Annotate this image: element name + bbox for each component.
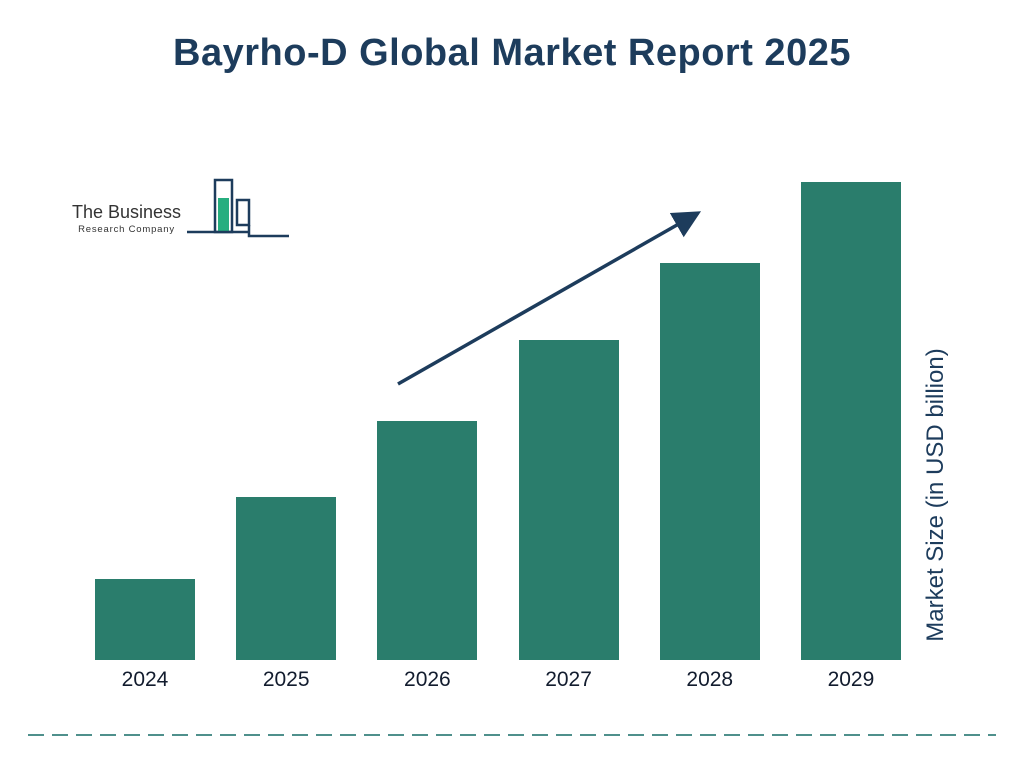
category-label-2024: 2024 — [121, 668, 169, 691]
logo-line2: Research Company — [78, 224, 175, 235]
company-logo: The Business Research Company — [72, 178, 295, 244]
bar-2026 — [377, 421, 478, 660]
category-label-2029: 2029 — [827, 668, 875, 691]
bar-2025 — [236, 497, 337, 660]
logo-bars-icon — [187, 178, 290, 238]
x-axis-labels: 2024 2025 2026 2027 2028 2029 — [95, 668, 901, 692]
category-label-2026: 2026 — [404, 668, 451, 691]
logo-line1: The Business — [72, 202, 182, 222]
bar-2028 — [659, 263, 760, 660]
page-title: Bayrho-D Global Market Report 2025 — [173, 32, 851, 74]
logo-text: The Business Research Company — [72, 202, 181, 235]
bar-2027 — [518, 340, 619, 660]
plot-area — [95, 160, 901, 660]
category-label-2025: 2025 — [262, 668, 310, 691]
bar-2029 — [800, 182, 901, 660]
category-label-2028: 2028 — [686, 668, 734, 691]
bar-2024 — [95, 579, 195, 660]
y-axis-label: Market Size (in USD billion) — [922, 348, 949, 642]
category-label-2027: 2027 — [545, 668, 592, 691]
